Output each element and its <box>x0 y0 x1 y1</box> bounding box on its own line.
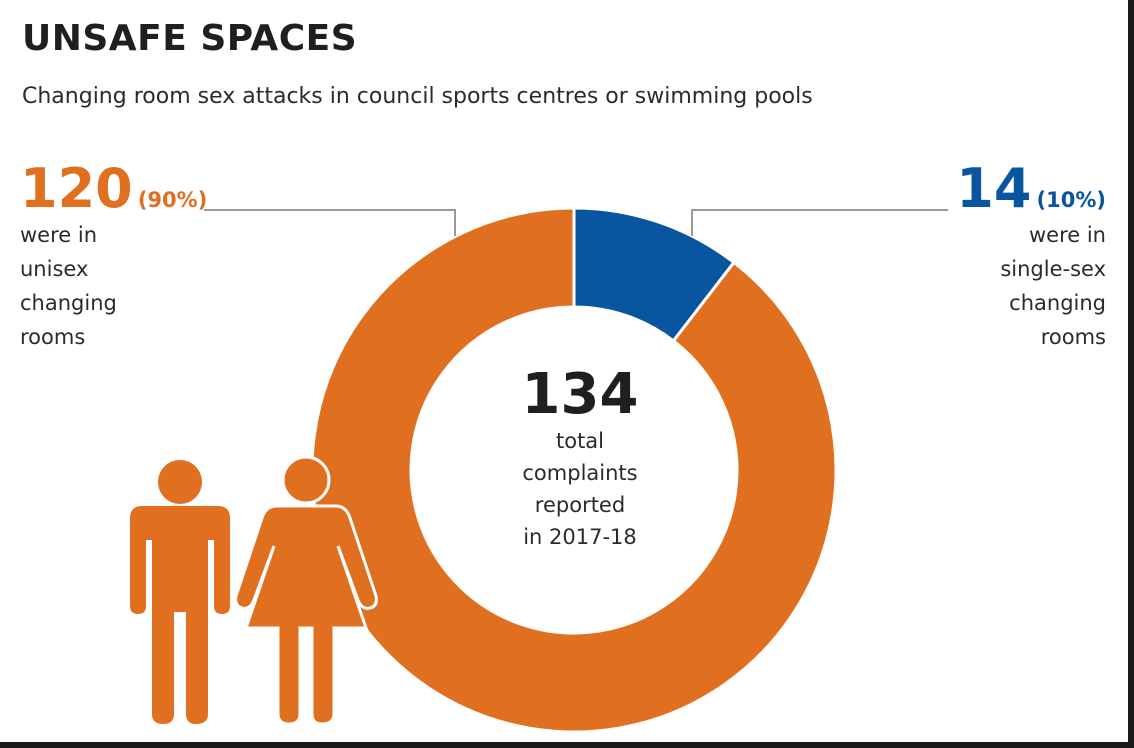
single-sex-desc-line: were in <box>1028 223 1106 247</box>
center-desc-line: in 2017-18 <box>523 525 637 549</box>
donut-slices <box>310 206 838 734</box>
center-desc-line: total <box>555 429 605 453</box>
unisex-desc: were in unisex changing rooms <box>20 218 160 354</box>
unisex-label: 120 (90%) were in unisex changing rooms <box>20 162 207 354</box>
single-sex-desc: were in single-sex changing rooms <box>966 218 1106 354</box>
center-desc-line: complaints <box>522 461 638 485</box>
leader-line-single-sex <box>691 209 948 236</box>
total-complaints-value: 134 <box>521 362 639 427</box>
single-sex-desc-line: changing <box>1009 291 1106 315</box>
woman-icon <box>234 455 378 726</box>
unisex-desc-line: were in <box>20 223 98 247</box>
chart-subtitle: Changing room sex attacks in council spo… <box>22 84 813 109</box>
man-icon <box>130 460 230 724</box>
leader-line-unisex <box>204 209 456 236</box>
donut-slice-unisex-changing-rooms <box>310 206 838 734</box>
unisex-desc-line: rooms <box>20 325 86 349</box>
single-sex-percent: (10%) <box>1036 188 1106 212</box>
unisex-desc-line: unisex <box>20 257 89 281</box>
donut-center-label: 134 total complaints reported in 2017-18 <box>480 365 680 553</box>
single-sex-value: 14 <box>956 157 1032 220</box>
chart-title: UNSAFE SPACES <box>22 18 358 59</box>
single-sex-desc-line: rooms <box>1040 325 1106 349</box>
unisex-value: 120 <box>20 157 133 220</box>
single-sex-label: 14 (10%) were in single-sex changing roo… <box>956 162 1106 354</box>
unisex-desc-line: changing <box>20 291 117 315</box>
center-desc-line: reported <box>534 493 626 517</box>
total-complaints-desc: total complaints reported in 2017-18 <box>480 425 680 553</box>
single-sex-desc-line: single-sex <box>1000 257 1106 281</box>
unisex-percent: (90%) <box>137 188 208 212</box>
